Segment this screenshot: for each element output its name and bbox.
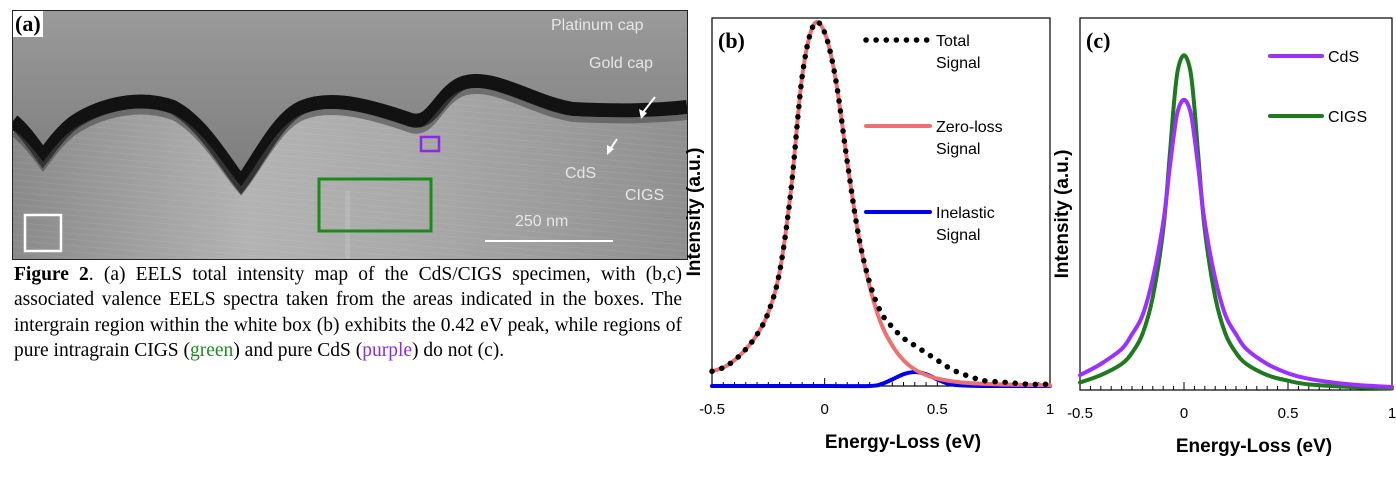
y-axis-title: Intensity (a.u.) <box>684 148 705 277</box>
caption-purple-word: purple <box>362 340 413 362</box>
series-total-signal-line <box>709 19 1053 388</box>
caption-label: Figure 2 <box>14 264 89 285</box>
cigs-label: CIGS <box>625 187 665 204</box>
panel-c-tag: (c) <box>1086 28 1110 53</box>
purple-region-box <box>419 135 441 153</box>
x-tick-label: -0.5 <box>1067 405 1093 422</box>
legend-label-total-signal: Total <box>936 33 970 50</box>
legend-label-cds: CdS <box>1328 49 1359 66</box>
eels-micrograph: (a) Platinum cap Gold cap CdS CIGS 250 n… <box>12 10 688 260</box>
figure-caption: Figure 2. (a) EELS total intensity map o… <box>14 262 682 364</box>
legend-label-cigs: CIGS <box>1328 109 1367 126</box>
cds-label: CdS <box>565 165 597 182</box>
panel-b-tag: (b) <box>718 28 745 53</box>
chart-c: -0.5 0 0.5 1 Energy-Loss (eV) Intensity (a.u.… <box>1052 17 1396 457</box>
white-region-box <box>23 213 63 253</box>
panel-a-tag: (a) <box>13 11 43 37</box>
scale-bar-label: 250 nm <box>515 213 569 230</box>
caption-text-2: ) and pure CdS ( <box>233 340 363 362</box>
legend-label-inelastic-signal: Signal <box>936 227 980 244</box>
caption-text-1: . (a) EELS total intensity map of the Cd… <box>14 264 682 362</box>
chart-b: -0.5 0 0.5 1 Energy-Loss (eV) Intensity (a.u.… <box>684 17 1054 453</box>
caption-text-3: ) do not (c). <box>412 340 505 362</box>
y-axis-title: Intensity (a.u.) <box>1052 150 1073 279</box>
x-tick-label: 0.5 <box>1278 405 1299 422</box>
platinum-cap-label: Platinum cap <box>551 17 644 34</box>
x-axis-title: Energy-Loss (eV) <box>1176 436 1332 457</box>
green-region-box <box>317 177 433 233</box>
micrograph-image <box>13 11 687 259</box>
x-tick-label: 1 <box>1046 401 1054 418</box>
x-tick-label: 0 <box>820 401 828 418</box>
plot-frame <box>711 17 1051 387</box>
series-cigs-line <box>1078 53 1394 391</box>
series-zero-loss-signal-line <box>710 20 1052 388</box>
legend-label-inelastic-signal: Inelastic <box>936 205 995 222</box>
x-tick-label: 0 <box>1180 405 1188 422</box>
x-axis-title: Energy-Loss (eV) <box>825 432 981 453</box>
legend-label-zero-loss-signal: Signal <box>936 141 980 158</box>
series-cds-line <box>1078 97 1394 389</box>
caption-green-word: green <box>190 340 234 362</box>
legend-label-zero-loss-signal: Zero-loss <box>936 119 1003 136</box>
x-tick-label: 0.5 <box>927 401 948 418</box>
legend-label-total-signal: Signal <box>936 55 980 72</box>
x-tick-label: 1 <box>1388 405 1396 422</box>
x-tick-label: -0.5 <box>699 401 725 418</box>
gold-cap-label: Gold cap <box>589 55 654 72</box>
